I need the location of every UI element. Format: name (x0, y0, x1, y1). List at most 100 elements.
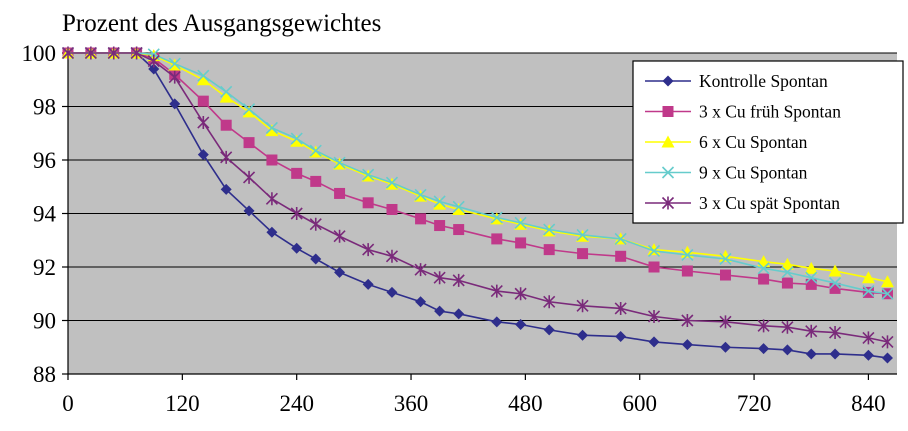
data-point (265, 121, 278, 134)
data-point (453, 224, 465, 236)
data-point (414, 188, 427, 201)
data-point (243, 205, 255, 217)
data-point (220, 183, 232, 195)
data-point (648, 261, 660, 273)
y-tick-label: 94 (33, 202, 57, 227)
data-point (310, 253, 322, 265)
data-point (452, 200, 465, 213)
data-point (386, 203, 398, 215)
data-point (334, 187, 346, 199)
data-point (490, 211, 503, 224)
data-point (881, 352, 893, 364)
x-tick-label: 360 (394, 391, 429, 416)
data-point (243, 137, 255, 149)
data-point (828, 276, 842, 290)
data-point (490, 284, 503, 298)
data-point (169, 98, 181, 110)
legend: Kontrolle Spontan 3 x Cu früh Spontan 6 x … (632, 60, 904, 224)
data-point (804, 261, 818, 274)
data-point (861, 271, 875, 284)
data-point (219, 90, 233, 103)
data-point (576, 228, 589, 241)
data-point (491, 233, 503, 245)
data-point (242, 103, 256, 116)
data-point (805, 278, 817, 290)
x-tick-label: 480 (508, 391, 543, 416)
x-tick-label: 840 (851, 391, 886, 416)
x-tick-label: 720 (737, 391, 772, 416)
data-point (758, 273, 770, 285)
data-point (415, 296, 427, 308)
data-point (130, 46, 143, 60)
data-point (385, 176, 399, 189)
series-group (61, 46, 894, 364)
data-point (265, 192, 278, 206)
legend-label: 6 x Cu Spontan (699, 132, 808, 152)
data-point (242, 105, 256, 118)
data-point (781, 266, 794, 279)
data-point (781, 344, 793, 356)
data-point (805, 271, 818, 284)
data-point (615, 250, 627, 262)
legend-label: 3 x Cu spät Spontan (699, 193, 840, 213)
legend-marker (661, 196, 675, 210)
data-point (220, 119, 232, 131)
data-point (515, 319, 527, 331)
data-point (647, 309, 661, 323)
data-point (266, 154, 278, 166)
data-point (386, 286, 398, 298)
data-point (197, 149, 209, 161)
x-tick-label: 120 (165, 391, 200, 416)
x-tick-label: 240 (279, 391, 314, 416)
data-point (719, 315, 732, 329)
data-point (334, 266, 346, 278)
data-point (265, 124, 279, 137)
series-5 (61, 46, 894, 349)
data-point (362, 278, 374, 290)
data-point (719, 341, 731, 353)
data-point (862, 331, 875, 345)
x-tick-label: 600 (622, 391, 657, 416)
series-line (68, 52, 888, 359)
data-point (309, 217, 322, 231)
data-point (220, 85, 233, 98)
data-point (148, 63, 160, 75)
data-point (757, 319, 770, 333)
y-tick-label: 100 (22, 41, 57, 66)
legend-label: 9 x Cu Spontan (699, 163, 808, 183)
data-point (514, 287, 527, 301)
data-point (197, 69, 210, 82)
data-point (758, 343, 770, 355)
data-point (362, 197, 374, 209)
legend-marker (661, 135, 675, 148)
data-point (576, 299, 589, 313)
data-point (719, 252, 732, 266)
data-point (805, 348, 817, 360)
y-tick-label: 96 (33, 148, 56, 173)
data-point (681, 339, 693, 351)
data-point (828, 326, 842, 340)
data-point (647, 244, 661, 258)
data-point (543, 295, 556, 309)
data-point (829, 282, 841, 294)
data-point (333, 229, 346, 243)
data-point (719, 269, 731, 281)
data-point (290, 134, 304, 147)
data-point (514, 216, 527, 229)
data-point (385, 249, 399, 263)
data-point (681, 265, 693, 277)
data-point (197, 95, 209, 107)
data-point (543, 324, 555, 336)
y-tick-label: 90 (33, 309, 56, 334)
data-point (681, 248, 694, 262)
legend-marker (662, 75, 674, 87)
data-point (220, 150, 233, 164)
data-point (266, 226, 278, 238)
data-point (107, 46, 120, 60)
data-point (333, 156, 346, 169)
data-point (309, 144, 322, 157)
data-point (61, 46, 75, 60)
data-point (862, 349, 874, 361)
data-point (452, 273, 465, 287)
